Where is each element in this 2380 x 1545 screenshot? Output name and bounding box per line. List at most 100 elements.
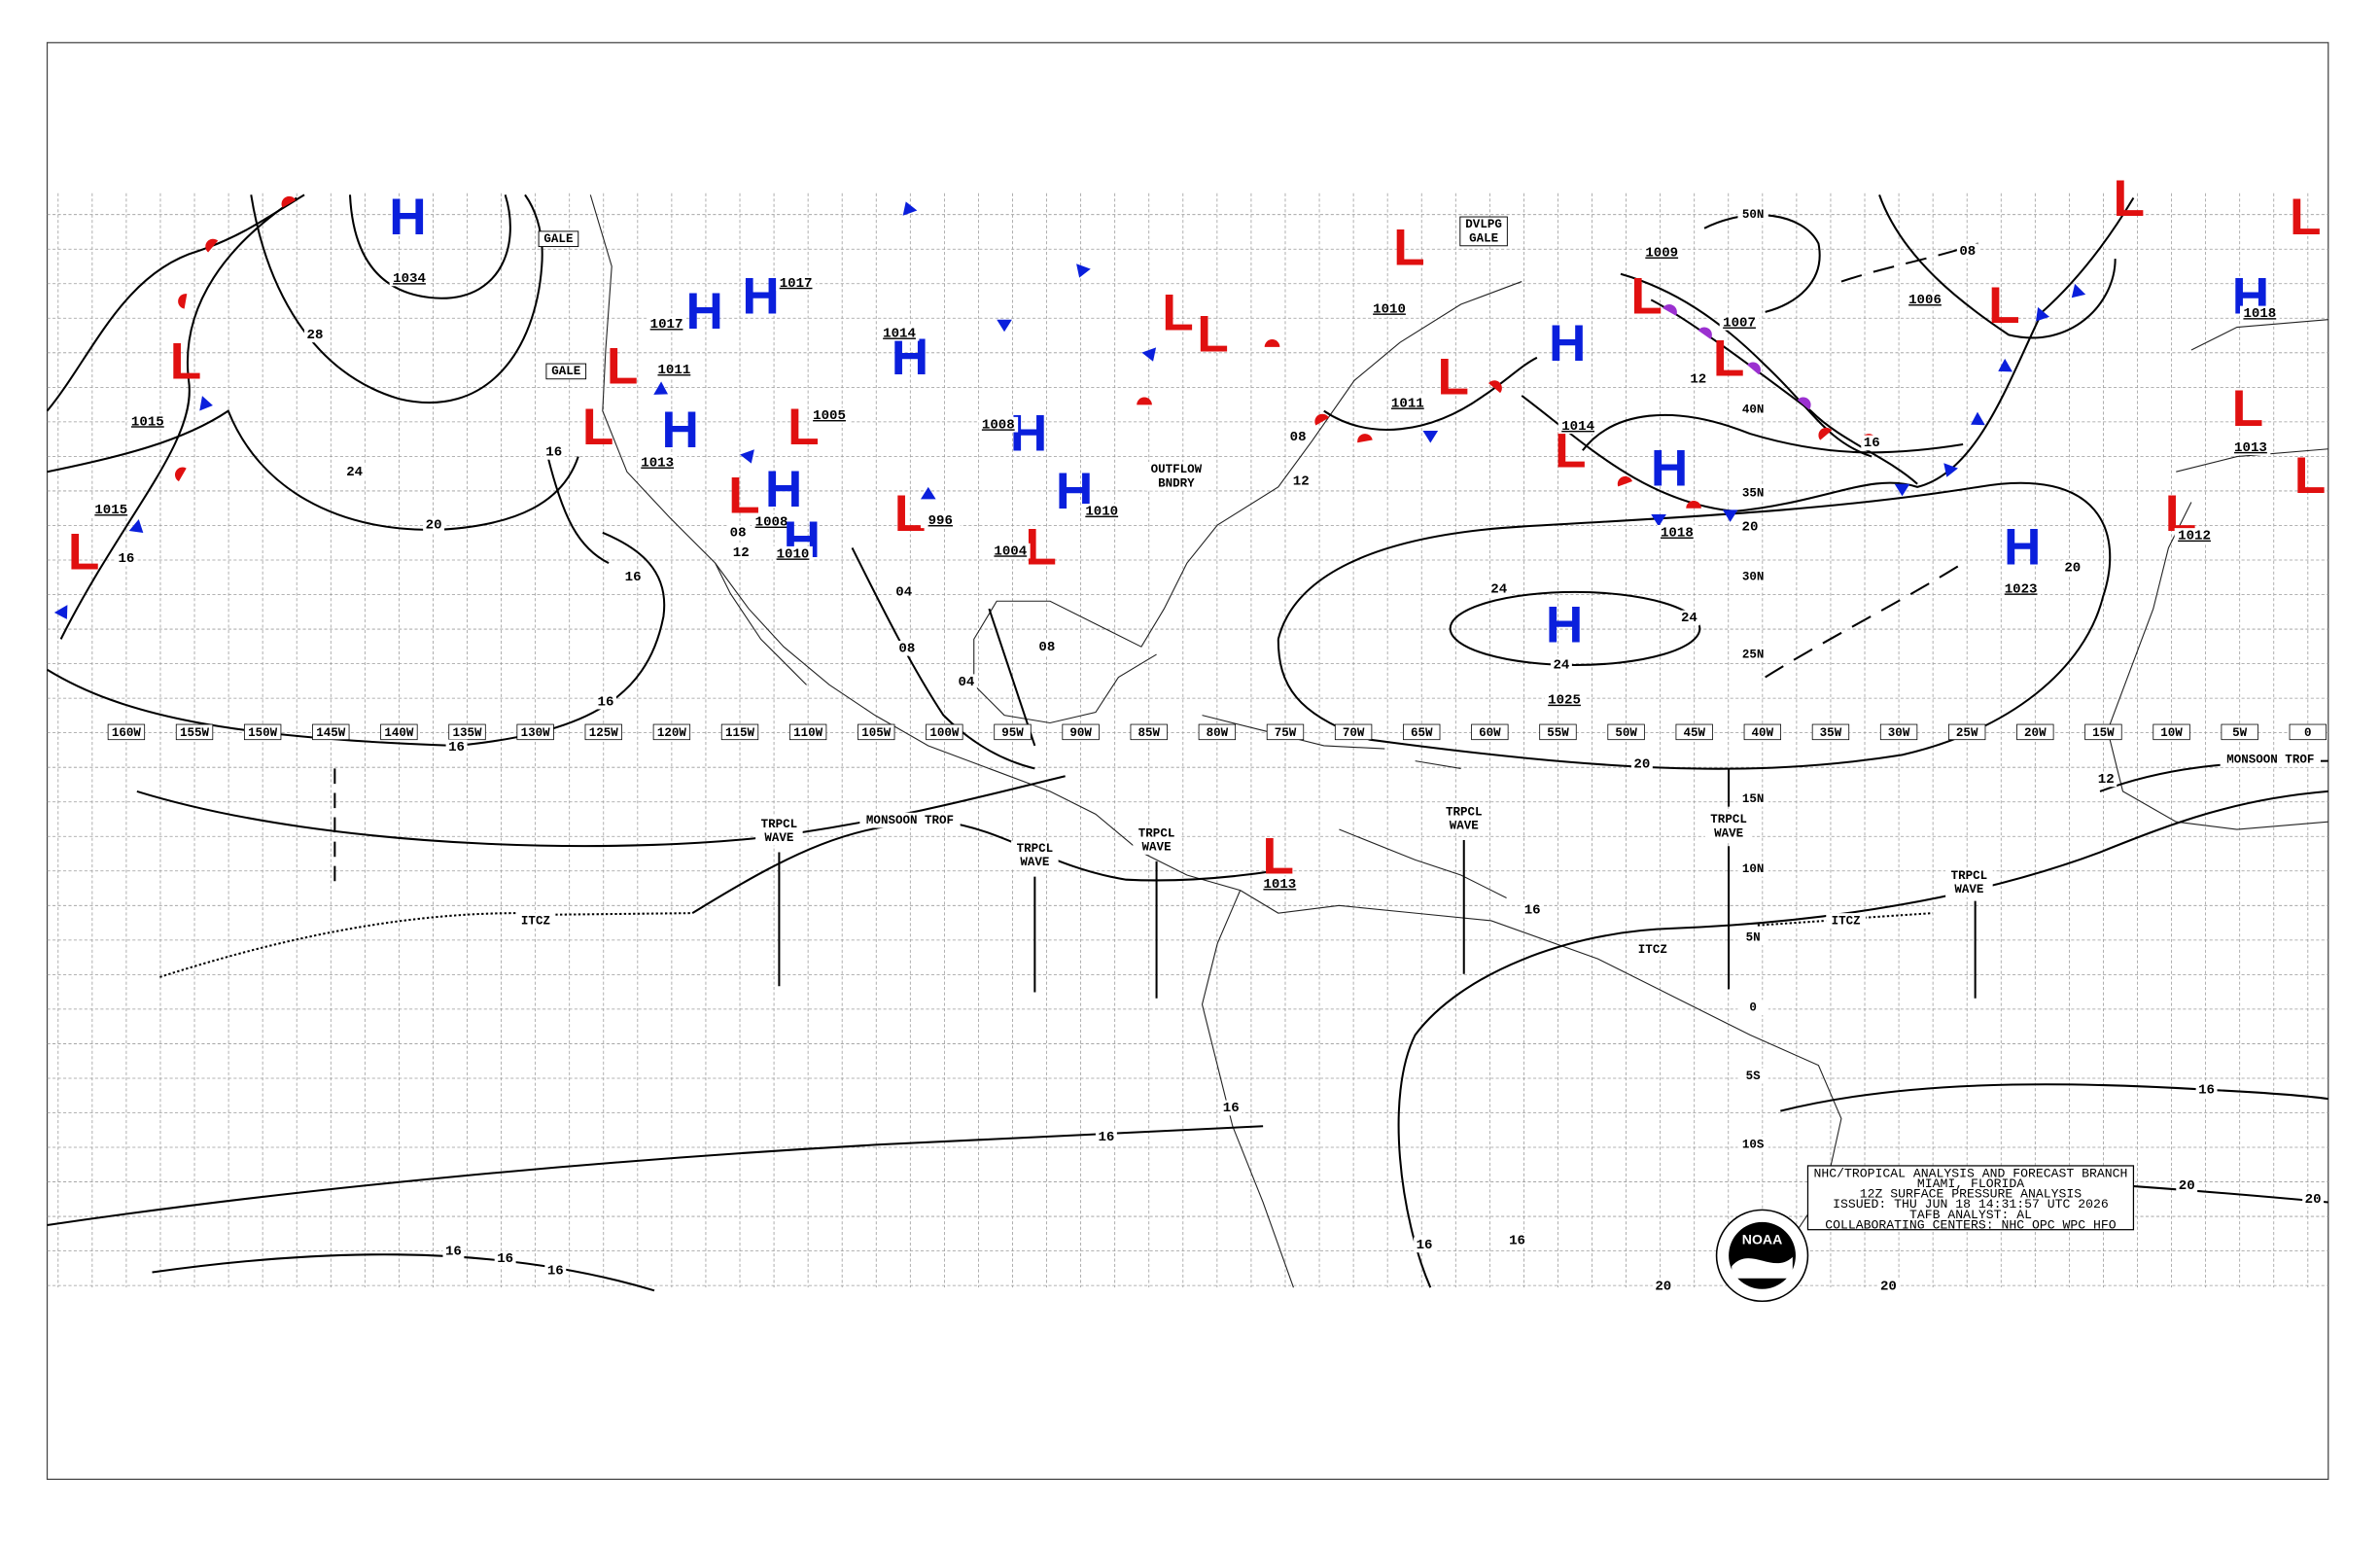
- coastline-north-america-west: [589, 194, 1241, 892]
- isobar-label: 16: [448, 740, 465, 755]
- cold-front-marker: [920, 486, 936, 500]
- lon-label-box: [1607, 723, 1645, 741]
- pressure-label-bg: [2174, 528, 2215, 544]
- lon-label: 40W: [1752, 726, 1774, 740]
- feature-label: GALE: [543, 232, 573, 246]
- isobar-label: 16: [598, 694, 614, 710]
- low-pressure-center: L: [607, 337, 639, 395]
- cold-front-marker: [128, 519, 144, 534]
- isobar: [1582, 413, 1964, 454]
- lat-label-box: [1737, 1137, 1768, 1152]
- high-pressure-center: H: [742, 267, 779, 325]
- isobar-label: 20: [426, 518, 442, 534]
- lon-label: 130W: [521, 726, 551, 740]
- info-line: COLLABORATING CENTERS: NHC OPC WPC HFO: [1825, 1217, 2116, 1232]
- warm-front-marker: [1747, 362, 1761, 375]
- isobar: [348, 194, 511, 299]
- cold-front-marker: [1998, 358, 2013, 372]
- isobar-label-bg: [1220, 1100, 1242, 1116]
- lat-label: 10S: [1742, 1138, 1765, 1151]
- warm-front-marker: [1488, 380, 1502, 394]
- page-frame: [46, 42, 2329, 1481]
- front: [1323, 356, 1538, 431]
- feature-label-bg: [2220, 752, 2321, 767]
- lat-label-box: [1737, 485, 1768, 501]
- central-pressure: 1017: [650, 317, 683, 333]
- lat-label: 25N: [1742, 648, 1765, 661]
- cold-front-marker: [653, 381, 669, 395]
- feature-label: WAVE: [1954, 883, 1983, 896]
- isobar-label: 16: [1417, 1238, 1433, 1253]
- central-pressure: 1013: [2234, 440, 2267, 456]
- isobar-label-bg: [1290, 473, 1312, 489]
- lon-label: 60W: [1479, 726, 1501, 740]
- high-pressure-center: H: [2004, 519, 2041, 577]
- itcz: [159, 912, 693, 978]
- pressure-label-bg: [978, 416, 1019, 433]
- pressure-label-bg: [654, 362, 694, 378]
- high-pressure-center: H: [685, 283, 722, 340]
- lat-label-box: [1737, 206, 1768, 223]
- lon-label: 75W: [1275, 726, 1297, 740]
- feature-label: MONSOON TROF: [2226, 753, 2314, 766]
- low-pressure-center: L: [2232, 380, 2264, 438]
- lon-label: 50W: [1615, 726, 1637, 740]
- isobar-label-bg: [1488, 580, 1510, 597]
- lon-label: 0: [2304, 726, 2312, 740]
- low-pressure-center: L: [1263, 827, 1295, 885]
- lat-label: 15N: [1742, 792, 1765, 806]
- feature-label-bg: [1704, 812, 1753, 841]
- central-pressure: 1025: [1548, 693, 1581, 709]
- feature-label-bg: [1632, 941, 1673, 958]
- high-pressure-center: H: [1010, 404, 1047, 462]
- lon-label-box: [858, 723, 895, 741]
- isobar: [1878, 194, 2117, 339]
- lon-label: 160W: [112, 726, 142, 740]
- cold-front-marker: [2036, 306, 2050, 322]
- isobar-label: 20: [2179, 1178, 2195, 1194]
- warm-front-marker: [1617, 475, 1633, 487]
- cold-front-marker: [902, 201, 918, 216]
- isobar-label-bg: [1522, 902, 1544, 918]
- isobar-label-bg: [423, 517, 445, 533]
- feature-label: WAVE: [764, 831, 793, 845]
- isobar: [47, 409, 579, 531]
- isobar-label-bg: [727, 525, 750, 541]
- central-pressure: 1014: [1561, 419, 1594, 435]
- pressure-label-bg: [2001, 580, 2041, 597]
- info-line: MIAMI, FLORIDA: [1917, 1176, 2024, 1191]
- isobar: [1765, 562, 1964, 679]
- isobar-label: 16: [2198, 1082, 2215, 1098]
- lon-label-box: [1198, 723, 1237, 741]
- isobar-label-bg: [442, 1243, 465, 1259]
- pressure-label-bg: [90, 502, 131, 518]
- isobar: [546, 456, 610, 565]
- lon-label-box: [312, 723, 350, 741]
- lon-label: 90W: [1069, 726, 1092, 740]
- lon-label-box: [1130, 723, 1168, 741]
- lat-label: 5S: [1746, 1070, 1762, 1083]
- low-pressure-center: L: [1438, 348, 1470, 405]
- lat-label-box: [1737, 569, 1768, 585]
- pressure-label-bg: [389, 270, 430, 287]
- isobar-label: 08: [898, 642, 915, 657]
- low-pressure-center: L: [1393, 219, 1425, 276]
- lon-label: 80W: [1207, 726, 1229, 740]
- isobar: [1449, 590, 1701, 667]
- low-pressure-center: L: [1197, 306, 1229, 364]
- isobar-label-bg: [445, 739, 468, 755]
- pressure-label-bg: [752, 514, 791, 530]
- isobar-label: 20: [1633, 756, 1650, 772]
- lon-label: 5W: [2232, 726, 2248, 740]
- feature-label-bg: [1826, 913, 1866, 929]
- front: [1650, 298, 1918, 485]
- cold-front-marker: [740, 449, 754, 464]
- central-pressure: 1010: [777, 546, 810, 562]
- lon-label-box: [1811, 723, 1850, 741]
- isobar-label: 20: [2064, 561, 2081, 577]
- feature-label-bg: [1133, 825, 1180, 855]
- feature-label-bg: [1011, 840, 1059, 870]
- lat-label-box: [1737, 1000, 1768, 1015]
- central-pressure: 1008: [982, 417, 1015, 433]
